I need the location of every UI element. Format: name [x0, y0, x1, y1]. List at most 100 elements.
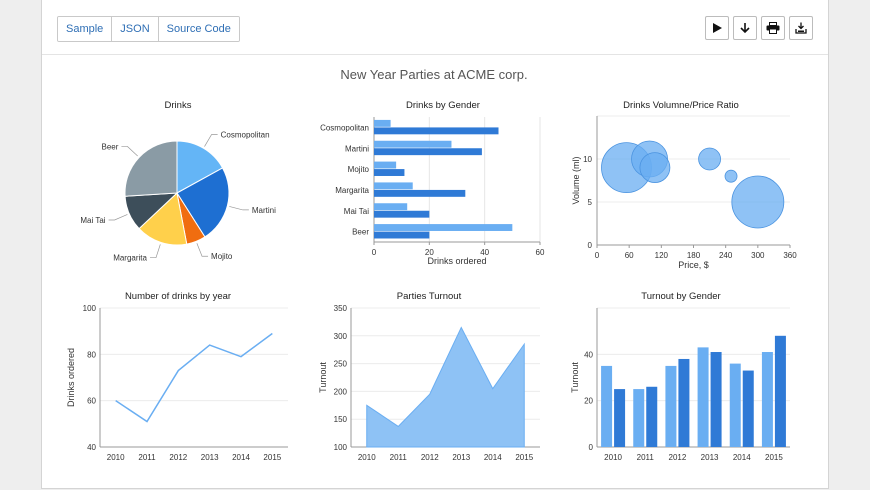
- y-tick-label: 350: [334, 304, 348, 313]
- y-tick-label: 40: [584, 350, 593, 359]
- dashboard-title: New Year Parties at ACME corp.: [340, 67, 527, 82]
- bar: [374, 231, 430, 239]
- bar: [374, 203, 408, 211]
- pie-connector: [196, 243, 209, 257]
- x-tick-label: 120: [655, 251, 669, 260]
- y-tick-label: 5: [588, 198, 593, 207]
- y-tick-label: 200: [334, 387, 348, 396]
- bar: [646, 386, 658, 447]
- x-tick-label: 300: [751, 251, 765, 260]
- pie-label: Margarita: [113, 254, 147, 263]
- pie-label: Mai Tai: [80, 216, 105, 225]
- x-tick-label: 2013: [701, 453, 719, 462]
- y-tick-label: 150: [334, 415, 348, 424]
- area-series: [366, 326, 525, 448]
- pie-slice-margarita: [138, 192, 188, 246]
- y-tick-label: 100: [334, 443, 348, 452]
- bar: [374, 119, 391, 127]
- bar: [374, 189, 466, 197]
- y-tick-label: 100: [83, 304, 97, 313]
- pie-connector: [149, 244, 161, 259]
- pie-label: Cosmopolitan: [221, 130, 270, 139]
- bar: [697, 347, 709, 447]
- save-image-button[interactable]: [789, 16, 813, 40]
- y-tick-label: 0: [589, 443, 594, 452]
- bar: [761, 352, 773, 447]
- x-tick-label: 2010: [604, 453, 622, 462]
- bar: [678, 358, 690, 447]
- bar: [374, 210, 430, 218]
- tab-sample[interactable]: Sample: [58, 17, 113, 41]
- bubble: [724, 169, 738, 183]
- y-tick-label: Mojito: [348, 165, 370, 174]
- x-tick-label: 2015: [515, 453, 533, 462]
- toolbar: Sample JSON Source Code: [42, 0, 828, 55]
- download-arrow-icon: [740, 23, 750, 34]
- x-tick-label: 2014: [733, 453, 751, 462]
- bar: [374, 182, 413, 190]
- run-button[interactable]: [705, 16, 729, 40]
- x-tick-label: 2012: [669, 453, 687, 462]
- y-tick-label: 40: [87, 443, 96, 452]
- y-tick-label: Mai Tai: [344, 207, 369, 216]
- y-tick-label: Martini: [345, 144, 369, 153]
- chart-title-parties-turnout: Parties Turnout: [397, 291, 462, 302]
- y-tick-label: Beer: [352, 228, 369, 237]
- pie-connector: [229, 206, 249, 211]
- x-tick-label: 20: [425, 248, 434, 257]
- bar: [374, 161, 397, 169]
- y-axis-title: Volume (ml): [571, 156, 581, 204]
- x-tick-label: 60: [625, 251, 634, 260]
- y-tick-label: 60: [87, 397, 96, 406]
- x-tick-label: 180: [687, 251, 701, 260]
- print-button[interactable]: [761, 16, 785, 40]
- download-button[interactable]: [733, 16, 757, 40]
- x-tick-label: 2010: [107, 453, 125, 462]
- chart-title-drinks-by-gender: Drinks by Gender: [406, 100, 480, 111]
- x-tick-label: 40: [480, 248, 489, 257]
- chart-title-drinks-by-year: Number of drinks by year: [125, 291, 231, 302]
- x-tick-label: 2015: [263, 453, 281, 462]
- save-image-icon: [795, 22, 807, 34]
- x-tick-label: 0: [595, 251, 600, 260]
- bar: [374, 224, 513, 231]
- bar: [665, 365, 677, 447]
- tab-json[interactable]: JSON: [112, 17, 159, 41]
- y-tick-label: 80: [87, 350, 96, 359]
- x-tick-label: 2015: [765, 453, 783, 462]
- bar: [729, 363, 741, 447]
- pie-connector: [108, 214, 128, 221]
- y-tick-label: 0: [588, 241, 593, 250]
- x-tick-label: 2011: [390, 453, 408, 462]
- x-tick-label: 2011: [637, 453, 655, 462]
- y-tick-label: 20: [584, 397, 593, 406]
- y-tick-label: 300: [334, 332, 348, 341]
- y-tick-label: 10: [583, 155, 592, 164]
- chart-title-turnout-by-gender: Turnout by Gender: [641, 291, 720, 302]
- view-tabs: Sample JSON Source Code: [57, 16, 240, 42]
- bar: [601, 365, 613, 447]
- bar: [374, 140, 452, 148]
- x-tick-label: 2012: [169, 453, 187, 462]
- print-icon: [766, 22, 780, 34]
- play-icon: [713, 23, 722, 33]
- pie-connector: [204, 134, 218, 147]
- bar: [774, 335, 786, 447]
- bar: [374, 148, 482, 156]
- x-tick-label: 2014: [232, 453, 250, 462]
- x-tick-label: 0: [372, 248, 377, 257]
- y-tick-label: 250: [334, 360, 348, 369]
- pie-label: Beer: [102, 142, 119, 151]
- bubble: [731, 175, 785, 229]
- pie-slice-beer: [124, 140, 178, 197]
- tab-source-code[interactable]: Source Code: [158, 17, 239, 41]
- x-tick-label: 2014: [484, 453, 502, 462]
- pie-connector: [121, 146, 138, 157]
- x-axis-title: Drinks ordered: [427, 256, 486, 266]
- action-buttons: [705, 16, 813, 40]
- bubble: [698, 147, 721, 171]
- x-axis-title: Price, $: [678, 260, 709, 270]
- y-axis-title: Turnout: [570, 362, 580, 393]
- bar: [374, 169, 405, 176]
